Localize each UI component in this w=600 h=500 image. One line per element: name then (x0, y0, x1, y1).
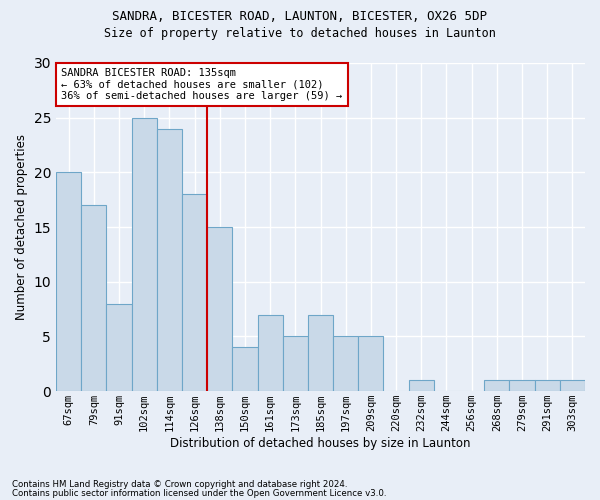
Bar (182, 194, 207, 391)
Bar (308, 314, 333, 391)
Bar (283, 336, 308, 391)
Bar (535, 380, 560, 391)
Text: SANDRA BICESTER ROAD: 135sqm
← 63% of detached houses are smaller (102)
36% of s: SANDRA BICESTER ROAD: 135sqm ← 63% of de… (61, 68, 343, 101)
Bar (157, 128, 182, 391)
Bar (560, 380, 585, 391)
Bar (358, 336, 383, 391)
Bar (509, 380, 535, 391)
Text: Contains HM Land Registry data © Crown copyright and database right 2024.: Contains HM Land Registry data © Crown c… (12, 480, 347, 489)
Bar (232, 348, 257, 391)
X-axis label: Distribution of detached houses by size in Launton: Distribution of detached houses by size … (170, 437, 471, 450)
Bar (484, 380, 509, 391)
Bar (409, 380, 434, 391)
Bar (56, 172, 81, 391)
Bar (333, 336, 358, 391)
Text: Contains public sector information licensed under the Open Government Licence v3: Contains public sector information licen… (12, 488, 386, 498)
Text: Size of property relative to detached houses in Launton: Size of property relative to detached ho… (104, 28, 496, 40)
Bar (131, 118, 157, 391)
Text: SANDRA, BICESTER ROAD, LAUNTON, BICESTER, OX26 5DP: SANDRA, BICESTER ROAD, LAUNTON, BICESTER… (113, 10, 487, 23)
Y-axis label: Number of detached properties: Number of detached properties (15, 134, 28, 320)
Bar (207, 227, 232, 391)
Bar (106, 304, 131, 391)
Bar (81, 205, 106, 391)
Bar (257, 314, 283, 391)
